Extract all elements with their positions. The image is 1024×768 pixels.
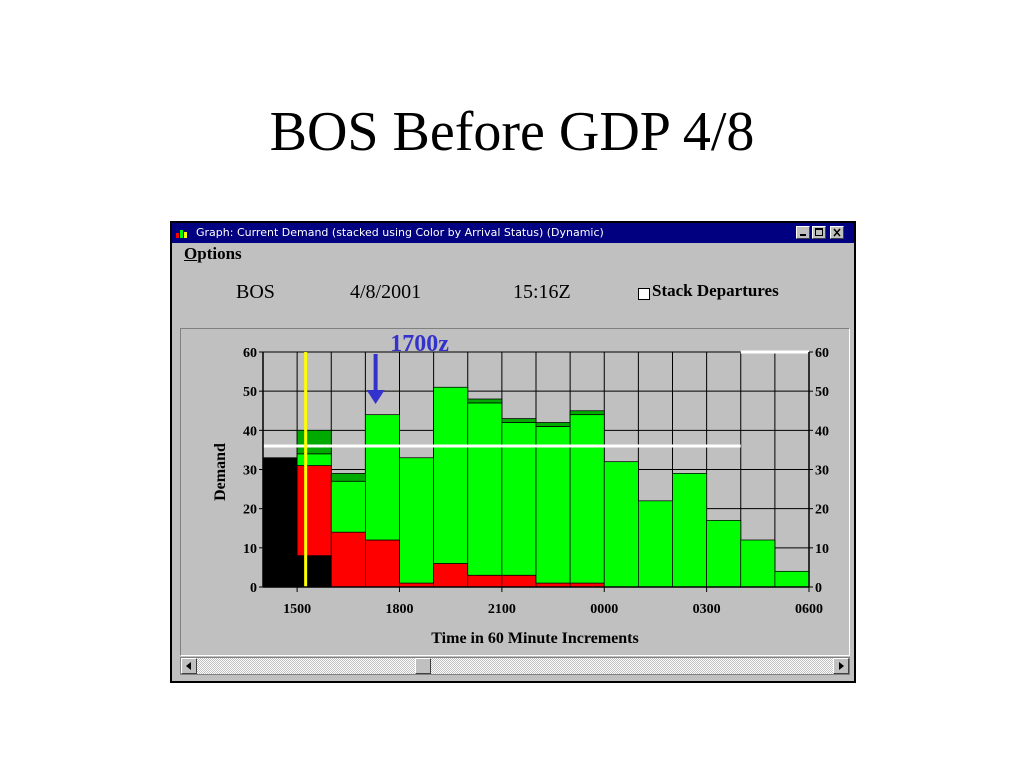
bar-segment-green (467, 402, 503, 576)
x-tick-label: 2100 (488, 602, 516, 617)
slide-title: BOS Before GDP 4/8 (269, 101, 755, 163)
date-label: 4/8/2001 (350, 281, 422, 303)
bar-segment-green (672, 473, 707, 588)
bar-segment-green (740, 539, 776, 588)
x-tick-label: 1500 (283, 602, 311, 617)
window-title: Graph: Current Demand (stacked using Col… (196, 226, 604, 239)
bar-segment-red (365, 539, 400, 588)
menu-options-mnemonic: O (184, 244, 198, 263)
bar-segment-green (501, 422, 537, 576)
bar-segment-red (501, 574, 537, 588)
x-axis-title: Time in 60 Minute Increments (431, 630, 638, 647)
menu-options[interactable]: Options (184, 244, 242, 264)
bar-segment-green (638, 500, 673, 588)
close-icon[interactable] (830, 226, 844, 239)
bar-segment-dark-green (467, 398, 503, 404)
y-tick-label-left: 30 (243, 464, 257, 479)
bar-segment-green (774, 570, 810, 588)
bar-segment-red (296, 465, 332, 557)
bar-segment-green (399, 457, 434, 584)
menu-options-label: ptions (197, 244, 242, 263)
bar-segment-green (433, 386, 469, 564)
y-tick-label-left: 20 (243, 503, 257, 518)
x-tick-label: 1800 (386, 602, 414, 617)
y-tick-label-right: 20 (815, 503, 829, 518)
airport-label: BOS (236, 281, 275, 303)
bar-segment-red (433, 563, 469, 588)
bar-segment-green (535, 426, 571, 584)
stack-departures-checkbox[interactable] (638, 288, 650, 300)
bar-segment-black (296, 555, 332, 588)
stack-departures-label[interactable]: Stack Departures (652, 281, 779, 300)
bar-segment-green (365, 414, 400, 541)
scroll-right-icon[interactable] (833, 658, 849, 674)
bar-segment-red (467, 574, 503, 588)
bar-segment-dark-green (535, 422, 571, 427)
y-tick-label-left: 40 (243, 424, 257, 439)
graph-window: Graph: Current Demand (stacked using Col… (170, 221, 856, 683)
bar-segment-green (569, 414, 605, 584)
annotation-label: 1700z (390, 331, 449, 357)
bar-segment-dark-green (296, 429, 332, 455)
bar-segment-black (262, 457, 298, 588)
y-tick-label-right: 10 (815, 542, 829, 557)
time-label: 15:16Z (513, 281, 571, 303)
bar-segment-green (296, 453, 332, 466)
annotation-arrow-head (366, 390, 385, 404)
bar-segment-dark-green (330, 473, 366, 482)
y-tick-label-right: 0 (815, 581, 822, 596)
y-tick-label-left: 10 (243, 542, 257, 557)
y-tick-label-left: 50 (243, 385, 257, 400)
y-tick-label-left: 0 (250, 581, 257, 596)
window-titlebar[interactable]: Graph: Current Demand (stacked using Col… (172, 223, 854, 243)
plot-area: 0 0 10 10 20 20 30 30 40 40 50 50 60 60 1500 1800 2100 00… (180, 328, 850, 656)
x-tick-label: 0300 (693, 602, 721, 617)
bar-segment-dark-green (501, 418, 537, 423)
bar-segment-dark-green (569, 410, 605, 416)
x-tick-label: 0600 (795, 602, 823, 617)
y-tick-label-left: 60 (243, 346, 257, 361)
horizontal-scrollbar[interactable] (180, 657, 850, 675)
bar-segment-green (603, 461, 639, 588)
maximize-icon[interactable] (812, 226, 826, 239)
app-icon (176, 230, 187, 238)
y-tick-label-right: 50 (815, 385, 829, 400)
scrollbar-thumb[interactable] (415, 658, 431, 674)
y-tick-label-right: 40 (815, 424, 829, 439)
bars-layer (262, 386, 810, 588)
y-tick-label-right: 30 (815, 464, 829, 479)
bar-segment-green (706, 520, 742, 588)
x-tick-label: 0000 (590, 602, 618, 617)
bar-segment-red (330, 531, 366, 588)
minimize-icon[interactable] (796, 226, 810, 239)
demand-chart: 0 0 10 10 20 20 30 30 40 40 50 50 60 60 1500 1800 2100 00… (212, 331, 829, 647)
y-axis-title: Demand (212, 443, 229, 501)
scroll-left-icon[interactable] (181, 658, 197, 674)
overlay-layer (263, 350, 809, 587)
y-tick-label-right: 60 (815, 346, 829, 361)
axis-layer: 0 0 10 10 20 20 30 30 40 40 50 50 60 60 1500 1800 2100 00… (243, 346, 829, 617)
bar-segment-green (330, 480, 366, 533)
